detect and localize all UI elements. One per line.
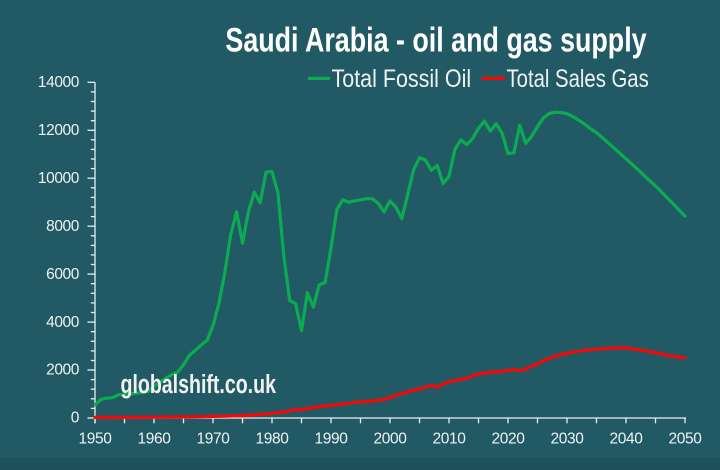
svg-text:2000: 2000 <box>46 362 80 379</box>
svg-text:14000: 14000 <box>38 74 80 91</box>
svg-text:2050: 2050 <box>669 431 703 448</box>
svg-text:2020: 2020 <box>492 431 526 448</box>
svg-text:Total Sales Gas: Total Sales Gas <box>507 64 649 93</box>
svg-text:1960: 1960 <box>138 431 172 448</box>
svg-text:1950: 1950 <box>79 431 113 448</box>
svg-text:8000: 8000 <box>46 218 80 235</box>
svg-text:globalshift.co.uk: globalshift.co.uk <box>121 369 277 398</box>
svg-text:2040: 2040 <box>610 431 644 448</box>
svg-text:1990: 1990 <box>315 431 349 448</box>
svg-text:10000: 10000 <box>38 170 80 187</box>
svg-text:2000: 2000 <box>374 431 408 448</box>
svg-text:6000: 6000 <box>46 266 80 283</box>
svg-text:4000: 4000 <box>46 314 80 331</box>
svg-text:2010: 2010 <box>433 431 467 448</box>
svg-text:Saudi Arabia - oil and gas sup: Saudi Arabia - oil and gas supply <box>225 22 646 60</box>
svg-text:1980: 1980 <box>256 431 290 448</box>
svg-text:12000: 12000 <box>38 122 80 139</box>
svg-text:0: 0 <box>71 410 80 427</box>
svg-text:2030: 2030 <box>551 431 585 448</box>
svg-text:1970: 1970 <box>197 431 231 448</box>
svg-text:Total Fossil Oil: Total Fossil Oil <box>332 64 472 92</box>
